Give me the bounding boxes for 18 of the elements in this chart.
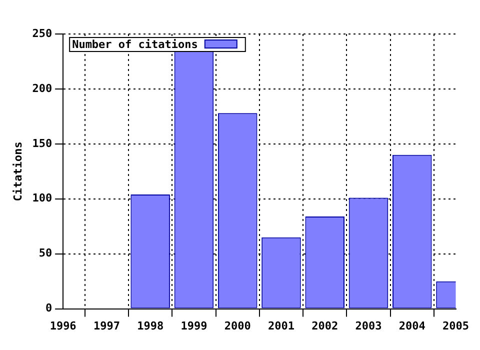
y-tick-label: 50	[38, 246, 52, 260]
x-tick-label: 1999	[180, 319, 208, 332]
y-axis-title: Citations	[11, 142, 24, 202]
legend-label: Number of citations	[72, 38, 198, 51]
x-tick-label: 2002	[312, 319, 338, 332]
y-tick-label: 0	[45, 302, 52, 315]
y-tick-label: 200	[32, 82, 52, 95]
x-tick-label: 1997	[93, 319, 120, 332]
x-tick-label: 1996	[50, 319, 77, 332]
y-tick-label: 150	[32, 136, 52, 150]
x-tick-label: 2004	[398, 319, 426, 332]
y-tick-label: 100	[32, 192, 52, 205]
x-tick-label: 2000	[224, 319, 251, 332]
x-tick-label: 1998	[137, 319, 164, 332]
y-tick-label: 250	[32, 26, 52, 40]
x-tick-label: 2001	[268, 319, 295, 332]
x-tick-label: 2005	[442, 319, 470, 332]
x-tick-label: 2003	[355, 319, 382, 332]
